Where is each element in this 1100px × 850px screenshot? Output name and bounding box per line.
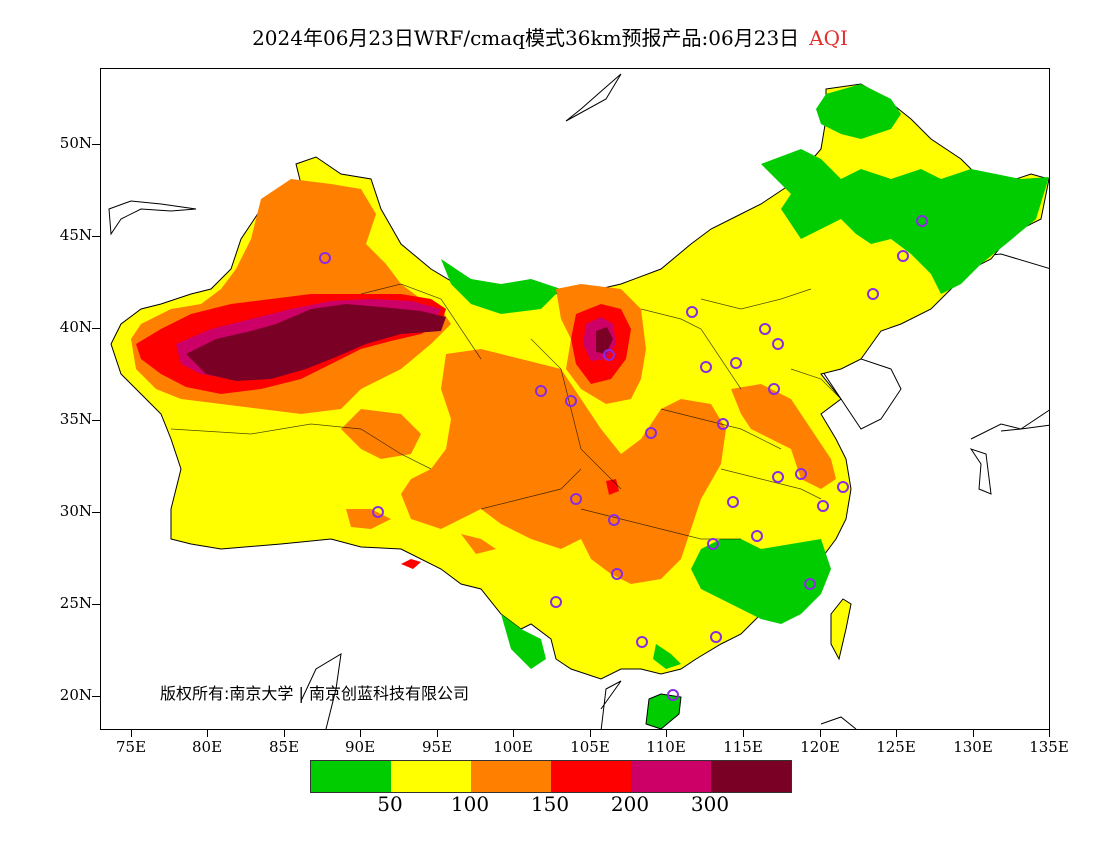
lat-tick-20n <box>92 696 100 697</box>
lat-tick-30n <box>92 512 100 513</box>
map-frame <box>100 68 1050 730</box>
legend-swatch-moderate <box>391 761 471 792</box>
aqi-map <box>108 73 1049 729</box>
lat-label-20n: 20N <box>59 686 92 704</box>
lat-label-25n: 25N <box>59 594 92 612</box>
title-main: 2024年06月23日WRF/cmaq模式36km预报产品:06月23日 <box>252 26 800 50</box>
lon-label-130e: 130E <box>953 738 993 756</box>
lat-label-35n: 35N <box>59 410 92 428</box>
lon-tick-75e <box>131 730 132 737</box>
lon-tick-120e <box>820 730 821 737</box>
legend-label-300: 300 <box>690 792 730 816</box>
lon-tick-85e <box>284 730 285 737</box>
legend-swatch-hazardous <box>711 761 791 792</box>
lat-label-40n: 40N <box>59 318 92 336</box>
lon-tick-125e <box>896 730 897 737</box>
legend-label-100: 100 <box>450 792 490 816</box>
aqi-color-legend <box>310 760 792 793</box>
lon-tick-110e <box>666 730 667 737</box>
lat-label-30n: 30N <box>59 502 92 520</box>
lon-tick-95e <box>437 730 438 737</box>
lat-tick-45n <box>92 236 100 237</box>
lat-tick-40n <box>92 328 100 329</box>
aqi-layer-good <box>441 84 1049 669</box>
lon-label-120e: 120E <box>800 738 840 756</box>
lon-tick-100e <box>513 730 514 737</box>
lon-label-75e: 75E <box>115 738 147 756</box>
lon-label-105e: 105E <box>570 738 610 756</box>
lon-label-95e: 95E <box>421 738 453 756</box>
lon-label-110e: 110E <box>646 738 686 756</box>
legend-label-50: 50 <box>377 792 403 816</box>
lat-label-45n: 45N <box>59 226 92 244</box>
legend-label-200: 200 <box>610 792 650 816</box>
lon-tick-115e <box>743 730 744 737</box>
legend-swatch-unhealthy <box>551 761 631 792</box>
legend-swatch-very-unhealthy <box>631 761 711 792</box>
legend-swatch-good <box>311 761 391 792</box>
lon-label-90e: 90E <box>344 738 376 756</box>
station-markers <box>319 215 928 701</box>
lon-tick-135e <box>1049 730 1050 737</box>
lon-label-85e: 85E <box>268 738 300 756</box>
title-variable: AQI <box>809 26 848 50</box>
lat-label-50n: 50N <box>59 134 92 152</box>
lon-tick-105e <box>590 730 591 737</box>
lat-tick-50n <box>92 144 100 145</box>
lon-label-100e: 100E <box>493 738 533 756</box>
copyright-notice: 版权所有:南京大学 | 南京创蓝科技有限公司 <box>160 684 469 703</box>
lat-tick-25n <box>92 604 100 605</box>
province-boundaries <box>170 283 842 540</box>
lon-label-125e: 125E <box>876 738 916 756</box>
map-title: 2024年06月23日WRF/cmaq模式36km预报产品:06月23日 AQI <box>0 22 1100 51</box>
lon-tick-90e <box>360 730 361 737</box>
legend-label-150: 150 <box>530 792 570 816</box>
lat-tick-35n <box>92 420 100 421</box>
legend-swatch-sensitive <box>471 761 551 792</box>
lon-label-80e: 80E <box>191 738 223 756</box>
lon-tick-130e <box>973 730 974 737</box>
aqi-layer-hazardous <box>186 304 613 381</box>
lon-tick-80e <box>207 730 208 737</box>
lon-label-115e: 115E <box>723 738 763 756</box>
lon-label-135e: 135E <box>1029 738 1069 756</box>
